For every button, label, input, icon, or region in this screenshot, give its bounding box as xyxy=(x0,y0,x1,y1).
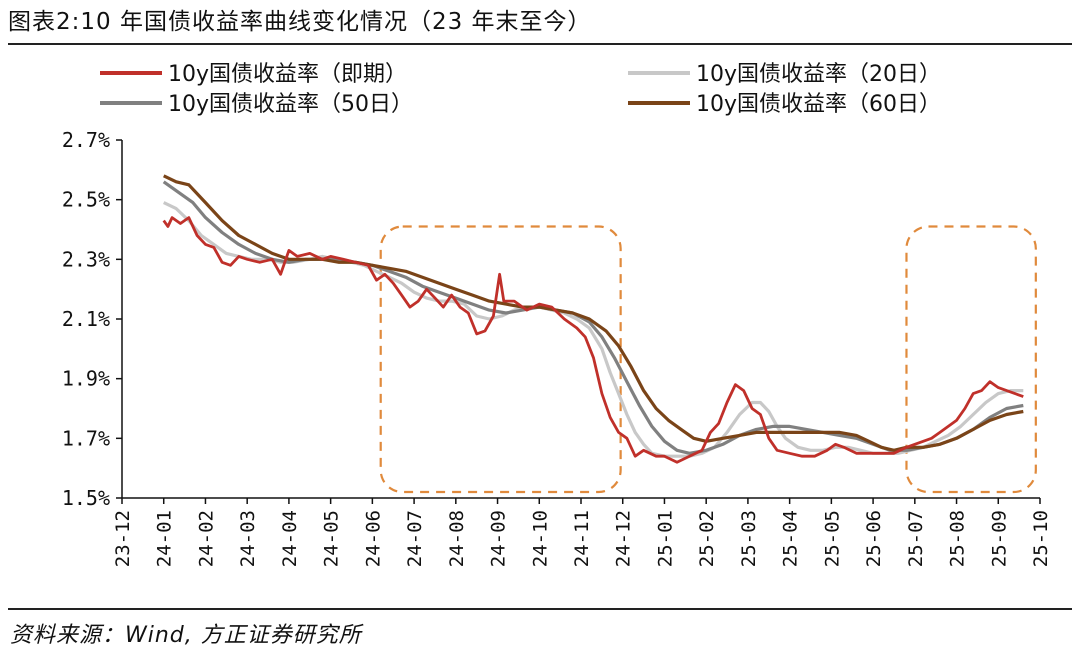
x-tick-label: 25-01 xyxy=(654,510,676,567)
y-tick-label: 2.5% xyxy=(62,188,110,212)
x-tick-label: 24-05 xyxy=(321,510,343,567)
highlight-2024H2-box xyxy=(379,225,622,494)
y-tick-label: 1.5% xyxy=(62,486,110,510)
x-tick-label: 24-09 xyxy=(488,510,510,567)
x-tick-label: 25-08 xyxy=(947,510,969,567)
chart-title: 图表2:10 年国债收益率曲线变化情况（23 年末至今） xyxy=(8,9,592,35)
x-tick-label: 25-10 xyxy=(1030,510,1052,567)
x-tick-label: 24-07 xyxy=(404,510,426,567)
x-tick-label: 24-10 xyxy=(529,510,551,567)
source-note: 资料来源：Wind, 方正证券研究所 xyxy=(10,623,362,648)
y-tick-label: 2.7% xyxy=(62,128,110,152)
series-line-1 xyxy=(162,216,1024,464)
legend-label-4: 10y国债收益率（60日） xyxy=(696,92,941,117)
x-tick-label: 24-11 xyxy=(571,510,593,567)
x-tick-label: 24-01 xyxy=(154,510,176,567)
legend-label-3: 10y国债收益率（50日） xyxy=(168,92,413,117)
x-tick-label: 25-07 xyxy=(905,510,927,567)
y-tick-label: 1.7% xyxy=(62,426,110,450)
x-tick-label: 23-12 xyxy=(112,510,134,567)
series-line-3 xyxy=(162,180,1024,455)
x-tick-label: 24-06 xyxy=(362,510,384,567)
x-tick-label: 25-06 xyxy=(863,510,885,567)
x-tick-label: 24-03 xyxy=(237,510,259,567)
legend-label-2: 10y国债收益率（20日） xyxy=(696,62,941,87)
x-tick-label: 25-05 xyxy=(821,510,843,567)
x-tick-label: 24-02 xyxy=(195,510,217,567)
x-tick-label: 25-04 xyxy=(780,510,802,567)
highlight-2025Q3-box xyxy=(905,225,1037,494)
title-divider xyxy=(8,43,1072,45)
series-line-4 xyxy=(163,174,1024,452)
y-tick-label: 2.1% xyxy=(62,307,110,331)
x-tick-label: 25-02 xyxy=(696,510,718,567)
footer-divider xyxy=(8,608,1072,610)
x-tick-label: 25-09 xyxy=(988,510,1010,567)
x-tick-label: 24-08 xyxy=(446,510,468,567)
x-tick-label: 24-12 xyxy=(613,510,635,567)
x-tick-label: 25-03 xyxy=(738,510,760,567)
y-tick-label: 2.3% xyxy=(62,247,110,271)
x-tick-label: 24-04 xyxy=(279,510,301,567)
y-tick-label: 1.9% xyxy=(62,367,110,391)
legend-label-1: 10y国债收益率（即期） xyxy=(168,62,407,87)
